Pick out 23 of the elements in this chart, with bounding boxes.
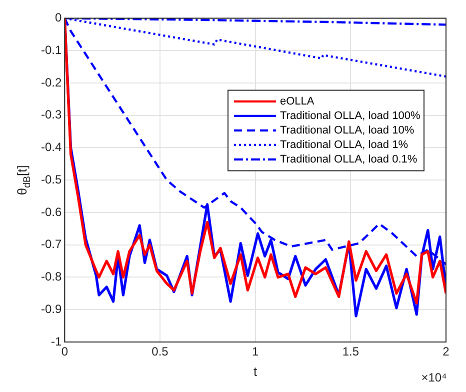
legend-label: Traditional OLLA, load 0.1% (280, 153, 418, 166)
y-tick-label: -0.8 (40, 270, 62, 284)
x-tick-label: 1.5 (342, 344, 360, 359)
y-tick-label: -0.5 (40, 172, 62, 186)
y-tick-label: 0 (54, 10, 62, 25)
y-tick-label: -0.3 (40, 108, 62, 122)
y-tick-label: -0.1 (40, 42, 62, 57)
y-tick-label: -0.7 (40, 237, 62, 252)
y-tick-label: -0.6 (40, 204, 62, 219)
x-axis-title: t (254, 364, 258, 379)
x-tick-label: 2 (442, 344, 450, 359)
y-tick-label: -1 (51, 334, 62, 348)
legend-label: Traditional OLLA, load 100% (280, 110, 420, 122)
x-tick-label: 1 (252, 344, 259, 359)
y-tick-label: -0.9 (40, 302, 62, 316)
text: ×10⁴ (421, 370, 447, 384)
x-tick-label: 0.5 (152, 344, 169, 359)
legend-label: eOLLA (280, 95, 315, 108)
legend-label: Traditional OLLA, load 10% (280, 124, 414, 136)
y-tick-label: -0.2 (40, 75, 62, 90)
y-axis-title: θdB[t] (14, 165, 33, 196)
y-tick-label: -0.4 (40, 140, 62, 154)
legend-label: Traditional OLLA, load 1% (280, 138, 408, 151)
